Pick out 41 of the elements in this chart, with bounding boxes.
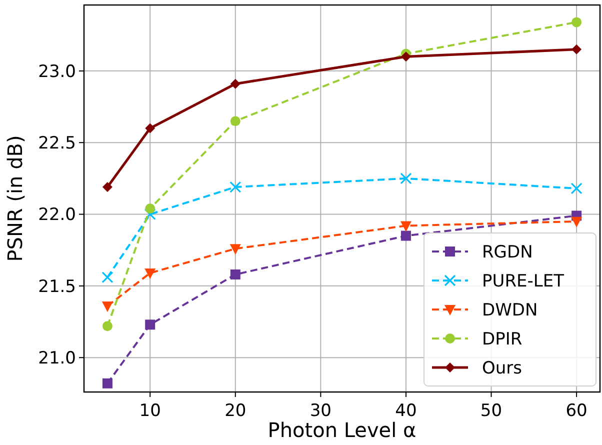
point [145, 320, 156, 330]
point [572, 44, 582, 54]
point [572, 17, 582, 28]
legend-label: PURE-LET [482, 271, 565, 292]
point [400, 172, 412, 184]
y-tick-label: 21.5 [38, 276, 76, 297]
y-tick-label: 22.0 [38, 205, 76, 226]
x-tick-label: 30 [310, 401, 332, 421]
point [571, 216, 582, 228]
point [230, 244, 241, 255]
point [102, 321, 112, 332]
point [144, 208, 156, 220]
point [570, 182, 582, 194]
legend-label: DPIR [482, 329, 522, 350]
point [102, 272, 114, 284]
point [102, 302, 113, 312]
x-tick-label: 10 [139, 401, 161, 421]
point [230, 116, 240, 126]
point [400, 221, 412, 232]
point [145, 204, 156, 214]
point [400, 230, 411, 241]
y-axis-title: PSNR (in dB) [3, 135, 27, 262]
x-axis-title: Photon Level α [268, 418, 416, 442]
y-tick-label: 23.0 [38, 62, 76, 82]
point [230, 269, 240, 280]
legend-label: DWDN [482, 300, 538, 320]
x-tick-label: 60 [566, 401, 588, 421]
point [230, 78, 240, 89]
point [102, 182, 112, 192]
point [400, 52, 411, 62]
point [145, 123, 156, 134]
x-tick-label: 50 [480, 401, 502, 421]
y-tick-label: 21.0 [38, 348, 76, 369]
x-tick-label: 40 [395, 401, 417, 421]
x-tick-label: 20 [224, 401, 246, 421]
legend-label: RGDN [482, 242, 533, 262]
y-tick-label: 22.5 [38, 134, 76, 154]
point [144, 268, 156, 280]
point [102, 378, 112, 388]
point [230, 181, 242, 193]
legend-label: Ours [482, 358, 522, 378]
